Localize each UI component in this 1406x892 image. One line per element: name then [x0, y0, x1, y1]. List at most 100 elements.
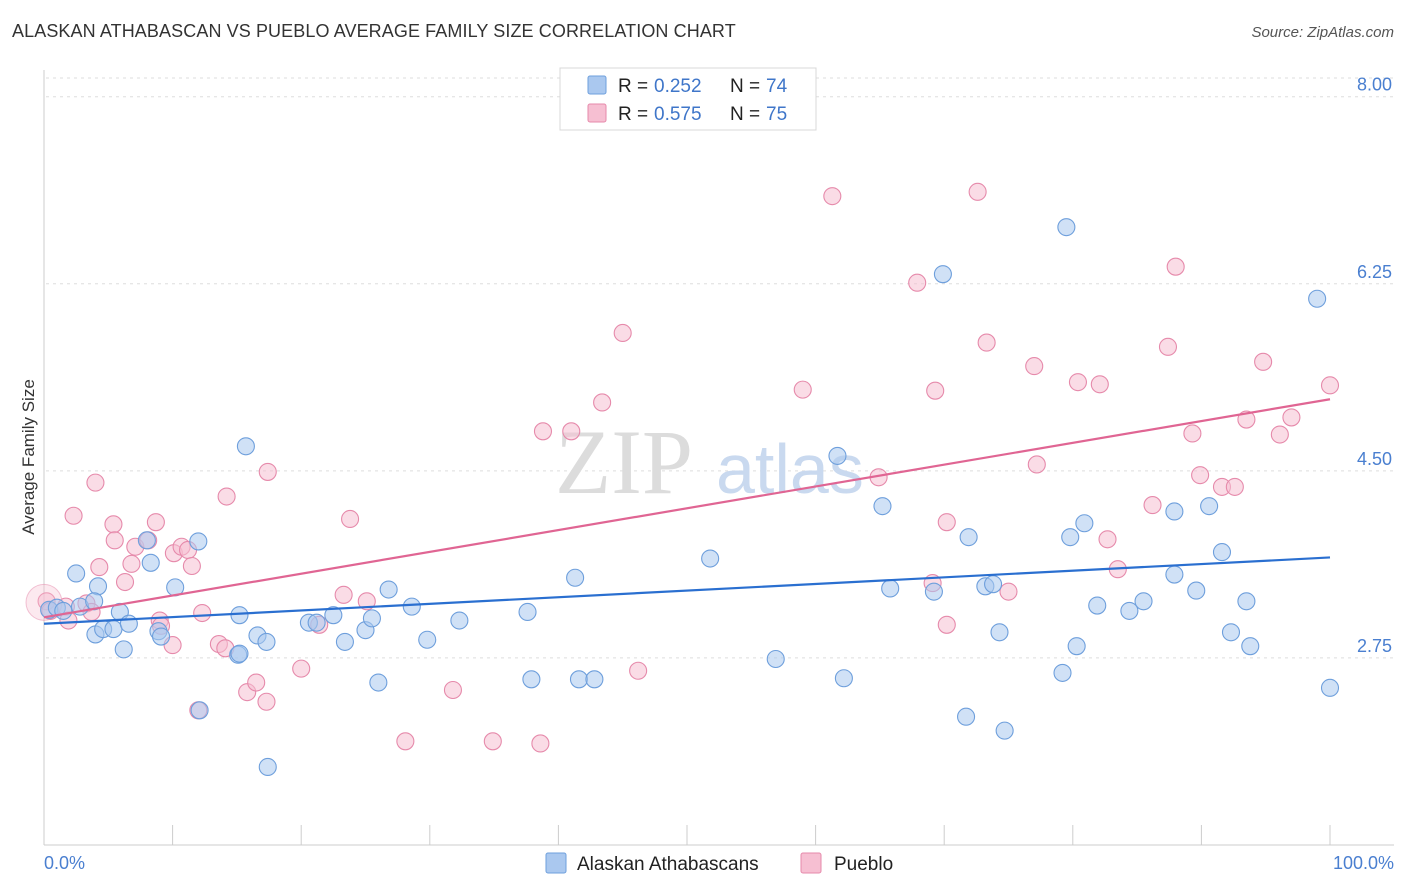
legend: R = 0.252 N = 74 R = 0.575 N = 75 — [559, 67, 817, 131]
athabascan-point — [933, 265, 952, 284]
pueblo-point — [926, 381, 945, 400]
athabascan-point — [1165, 502, 1184, 521]
y-tick-label: 4.50 — [1357, 449, 1392, 469]
y-tick-label: 6.25 — [1357, 262, 1392, 282]
pueblo-point — [1068, 373, 1087, 392]
athabascan-point — [766, 649, 785, 669]
athabascan-point — [1221, 623, 1241, 642]
y-tick-label: 2.75 — [1357, 636, 1392, 656]
athabascan-point — [119, 614, 138, 633]
athabascan-point — [828, 446, 847, 465]
pueblo-point — [593, 393, 612, 412]
legend-swatch-blue — [587, 75, 607, 95]
x-tick-label-max: 100.0% — [1333, 853, 1394, 873]
pueblo-point — [1320, 376, 1340, 395]
pueblo-point — [823, 187, 842, 206]
athabascan-point — [189, 532, 208, 551]
watermark: ZIP atlas — [555, 411, 864, 513]
athabascan-point — [379, 580, 398, 599]
athabascan-point — [362, 609, 381, 628]
athabascan-point — [114, 640, 133, 659]
series-legend-athabascan: Alaskan Athabascans — [577, 854, 759, 875]
pueblo-point — [193, 603, 212, 623]
x-tick-label-min: 0.0% — [44, 853, 85, 873]
legend-r-value-1: 0.252 — [654, 76, 702, 97]
athabascan-point — [834, 669, 853, 688]
pueblo-point — [531, 734, 550, 753]
pueblo-point — [146, 513, 165, 532]
chart-title: ALASKAN ATHABASCAN VS PUEBLO AVERAGE FAM… — [12, 21, 736, 41]
pueblo-point — [1237, 410, 1256, 429]
pueblo-point — [104, 515, 123, 534]
pueblo-point — [908, 273, 927, 292]
legend-n-label-1: N = — [730, 76, 760, 97]
athabascan-point — [990, 623, 1009, 642]
legend-n-value-1: 74 — [766, 76, 788, 97]
athabascan-point — [236, 437, 255, 456]
y-tick-labels: 2.75 4.50 6.25 8.00 — [1357, 75, 1392, 656]
athabascan-point — [1212, 543, 1232, 562]
athabascan-point — [984, 575, 1003, 594]
athabascan-point — [137, 531, 156, 550]
pueblo-point — [1027, 455, 1046, 474]
athabascan-point — [518, 602, 537, 622]
legend-swatch-pink — [587, 103, 607, 123]
pueblo-point — [86, 473, 105, 492]
pueblo-point — [64, 506, 83, 525]
athabascan-point — [1120, 601, 1139, 620]
athabascan-point — [522, 670, 541, 689]
pueblo-point — [1158, 337, 1178, 356]
athabascan-point — [701, 549, 720, 568]
athabascan-point — [402, 597, 421, 616]
pueblo-point — [1166, 257, 1185, 276]
pueblo-point — [1254, 352, 1273, 371]
pueblo-point — [182, 556, 201, 576]
pueblo-point — [483, 732, 502, 751]
athabascan-point — [957, 707, 976, 726]
trend-lines — [43, 398, 1331, 625]
legend-n-label-2: N = — [730, 104, 760, 125]
pueblo-point — [1225, 477, 1244, 496]
x-ticks — [172, 825, 1331, 845]
pueblo-point — [937, 615, 956, 634]
athabascan-point — [1061, 528, 1080, 547]
athabascan-points — [40, 218, 1340, 777]
series-legend: Alaskan Athabascans Pueblo — [545, 852, 893, 875]
athabascan-point — [1200, 497, 1219, 516]
pueblo-point — [999, 582, 1018, 601]
pueblo-point — [533, 422, 553, 441]
athabascan-point — [1237, 592, 1256, 611]
pueblo-point — [334, 585, 353, 604]
athabascan-point — [450, 611, 469, 630]
pueblo-point — [115, 572, 135, 592]
athabascan-point — [307, 613, 326, 632]
pueblo-point — [396, 732, 415, 751]
athabascan-point — [324, 606, 343, 625]
athabascan-point — [258, 757, 277, 777]
pueblo-point — [443, 680, 462, 700]
athabascan-point — [924, 582, 943, 601]
athabascan-point — [104, 620, 123, 639]
pueblo-point — [1183, 424, 1202, 443]
athabascan-point — [369, 673, 388, 692]
pueblo-point — [247, 673, 266, 692]
y-tick-label: 8.00 — [1357, 75, 1392, 95]
athabascan-point — [1134, 592, 1153, 611]
athabascan-point — [1057, 218, 1076, 237]
athabascan-point — [67, 564, 86, 583]
athabascan-point — [1075, 514, 1094, 533]
pueblo-point — [937, 513, 956, 532]
pueblo-point — [977, 333, 996, 352]
pueblo-point — [968, 182, 987, 201]
athabascan-point — [88, 577, 108, 596]
pueblo-point — [357, 592, 376, 611]
pueblo-point — [258, 462, 277, 481]
athabascan-point — [335, 632, 354, 651]
athabascan-point — [257, 632, 276, 651]
legend-r-label-2: R = — [618, 104, 648, 125]
athabascan-point — [1187, 581, 1206, 600]
pueblo-point — [1282, 408, 1301, 427]
athabascan-point — [873, 497, 892, 516]
athabascan-point — [190, 701, 209, 720]
